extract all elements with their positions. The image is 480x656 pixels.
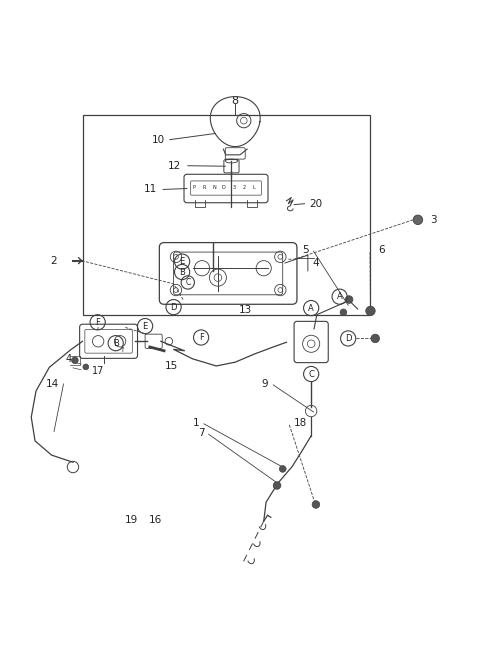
Text: 4: 4	[65, 354, 72, 364]
Text: A: A	[308, 304, 314, 312]
Circle shape	[340, 309, 347, 316]
Text: 14: 14	[46, 379, 59, 389]
Text: 17: 17	[92, 365, 104, 376]
Circle shape	[273, 482, 281, 489]
Bar	[84, 115, 371, 315]
Circle shape	[279, 466, 286, 472]
Text: L: L	[252, 184, 255, 190]
Text: 9: 9	[261, 379, 268, 389]
Text: D: D	[170, 302, 177, 312]
Text: 2: 2	[51, 256, 57, 266]
Text: 20: 20	[309, 199, 323, 209]
Text: B: B	[113, 338, 119, 348]
Circle shape	[366, 306, 375, 316]
Text: 18: 18	[294, 418, 307, 428]
Text: 5: 5	[302, 245, 309, 255]
Text: F: F	[199, 333, 204, 342]
Circle shape	[413, 215, 423, 224]
Circle shape	[371, 334, 380, 342]
Text: 10: 10	[152, 134, 165, 144]
Text: 15: 15	[165, 361, 178, 371]
Text: 11: 11	[144, 184, 157, 194]
Text: 12: 12	[168, 161, 181, 171]
Text: N: N	[212, 184, 216, 190]
Text: 2: 2	[242, 184, 245, 190]
Text: 1: 1	[193, 418, 200, 428]
Text: 4: 4	[312, 258, 319, 268]
Text: C: C	[185, 278, 191, 287]
Text: A: A	[337, 292, 343, 301]
Text: 19: 19	[125, 515, 138, 525]
Circle shape	[235, 590, 243, 598]
Text: C: C	[308, 369, 314, 379]
Text: 8: 8	[232, 96, 239, 106]
Text: 13: 13	[239, 305, 252, 315]
Text: 3: 3	[232, 184, 235, 190]
Circle shape	[345, 296, 353, 303]
Text: 7: 7	[198, 428, 204, 438]
Circle shape	[312, 501, 320, 508]
Text: ↑: ↑	[120, 347, 125, 353]
Text: 3: 3	[430, 215, 436, 225]
Circle shape	[72, 357, 78, 363]
Text: D: D	[345, 334, 351, 343]
Text: R: R	[202, 184, 205, 190]
Text: P: P	[192, 184, 195, 190]
Text: D: D	[222, 184, 226, 190]
Text: 6: 6	[378, 245, 384, 255]
Text: B: B	[179, 268, 185, 277]
Circle shape	[83, 364, 89, 370]
Text: E: E	[180, 257, 185, 266]
Text: 16: 16	[149, 515, 162, 525]
Text: F: F	[95, 318, 100, 327]
Text: E: E	[143, 321, 148, 331]
